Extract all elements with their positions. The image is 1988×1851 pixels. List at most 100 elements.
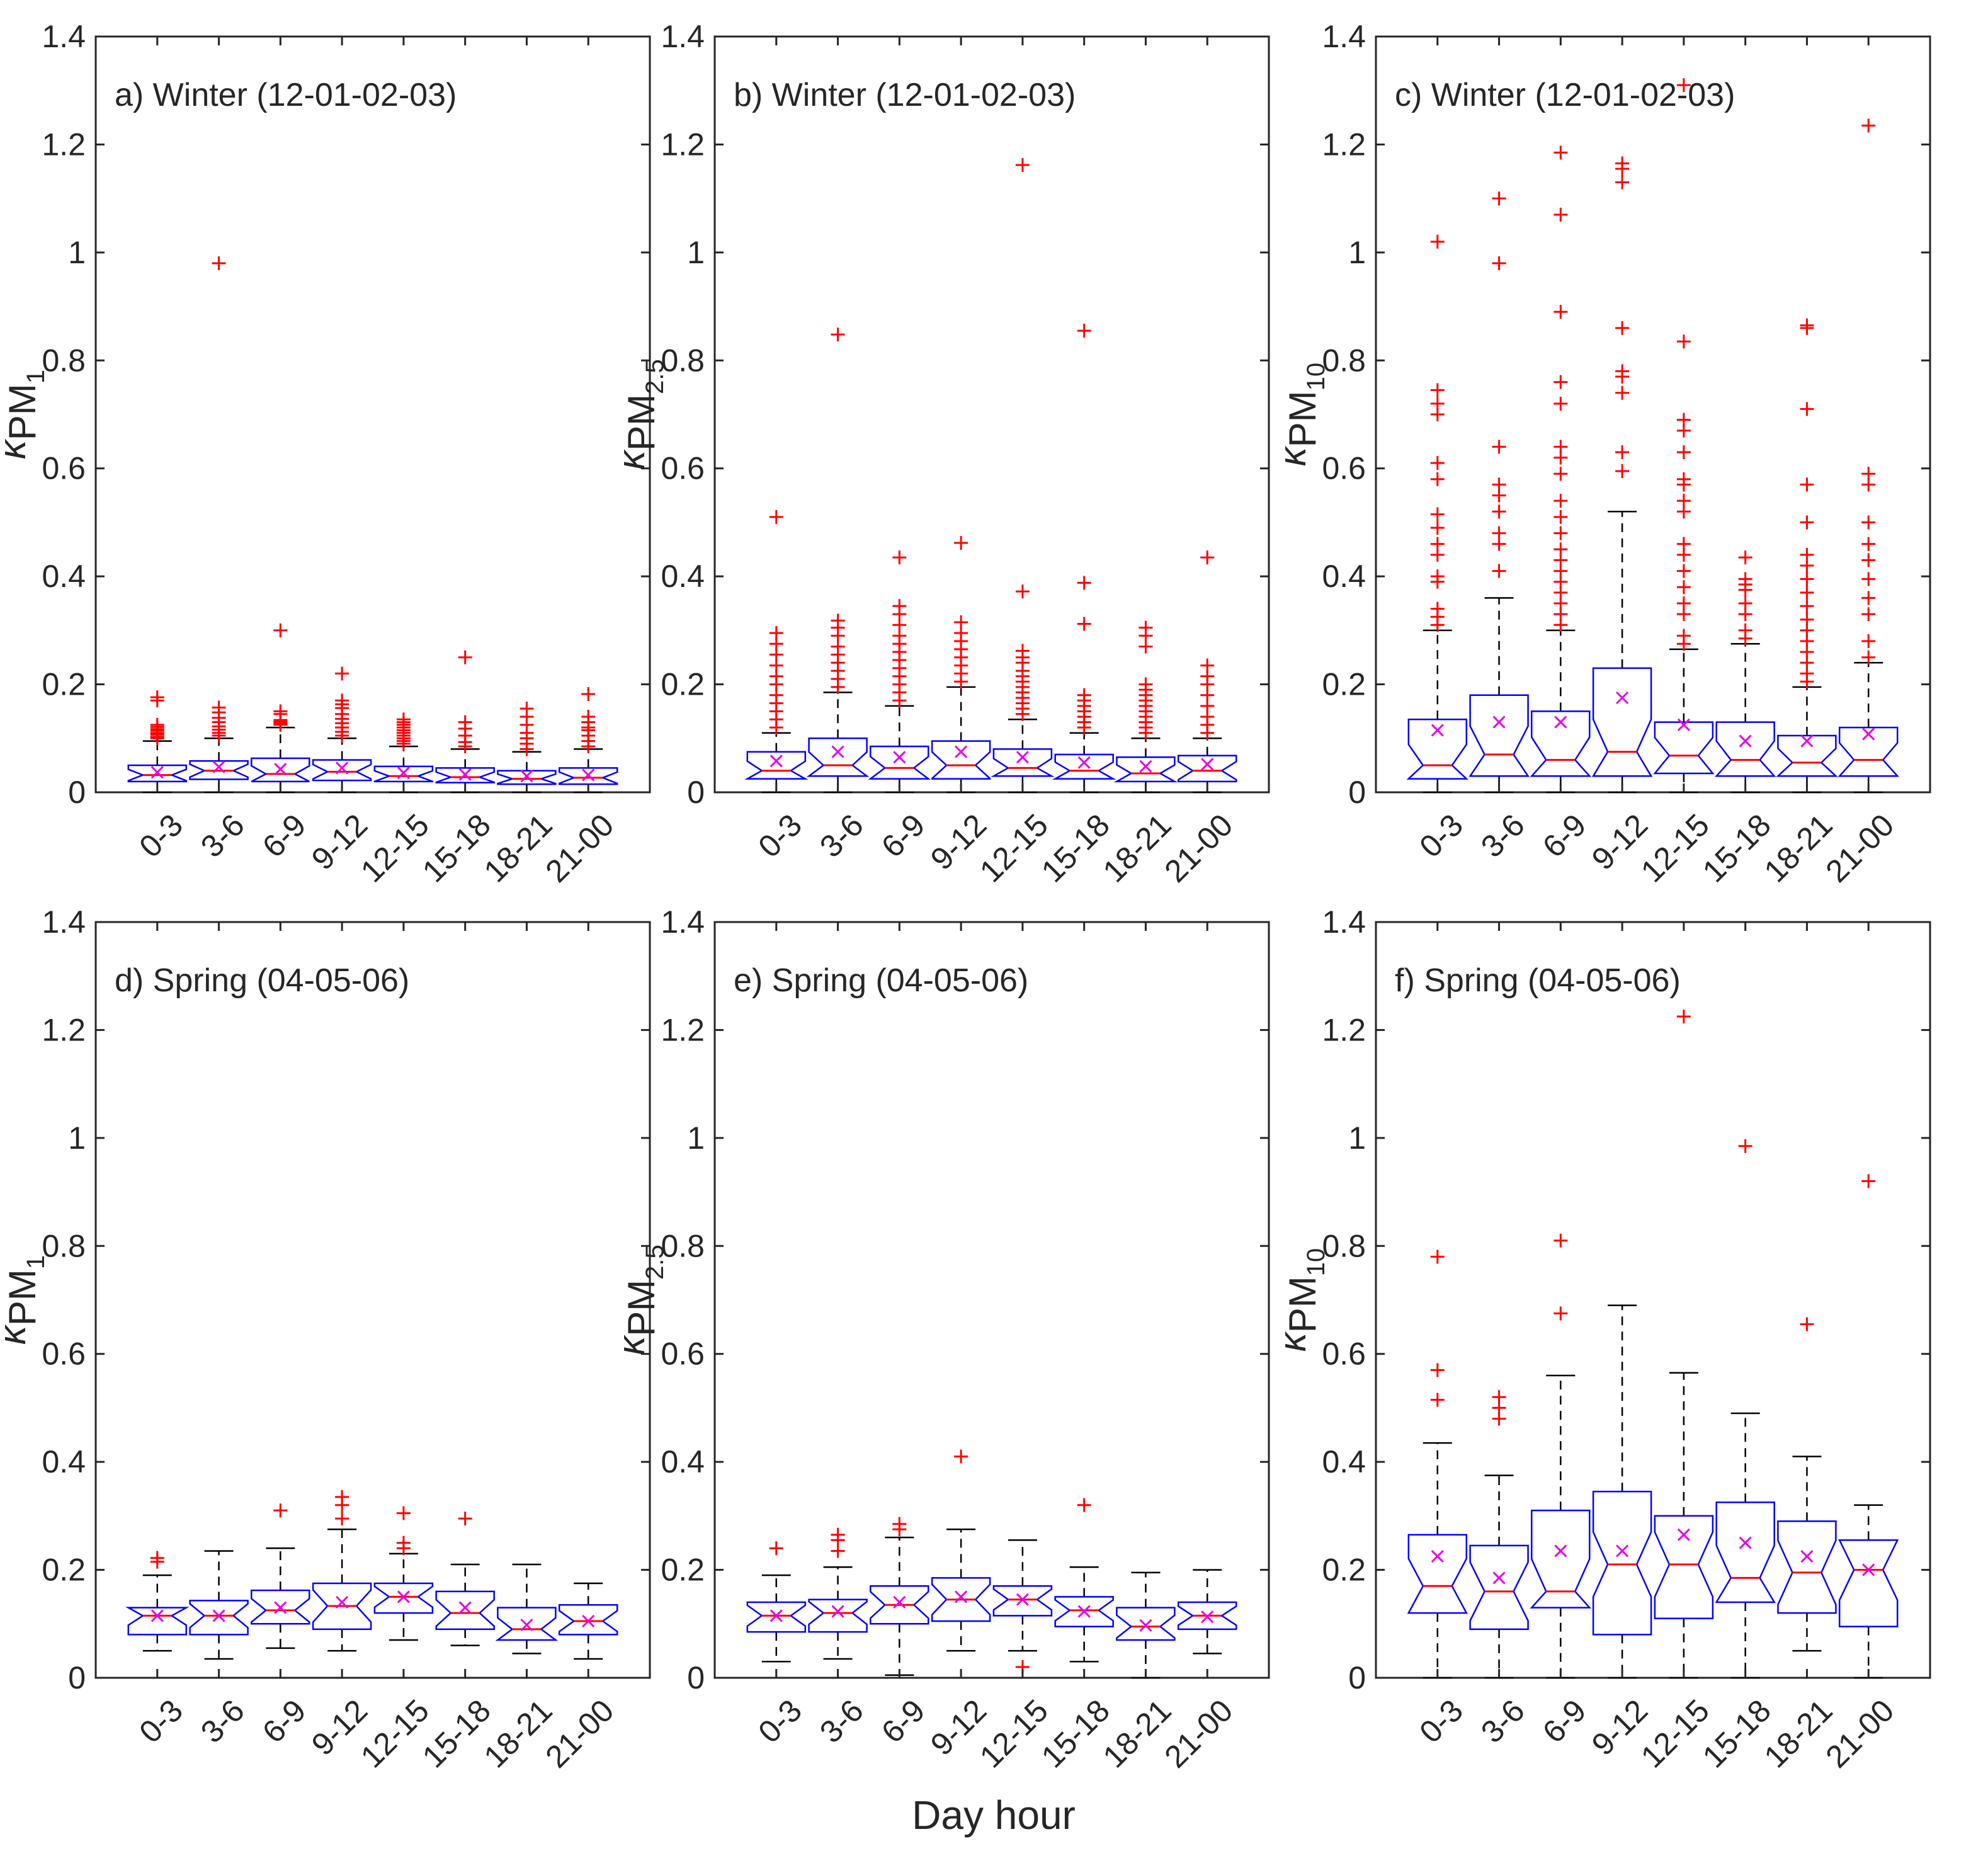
mean-marker-stroke (582, 1614, 595, 1628)
box-3-6 (806, 327, 870, 794)
outlier-marker (769, 1541, 783, 1556)
mean-marker-stroke (1739, 734, 1752, 748)
outlier-marker (458, 1512, 472, 1526)
mean-marker-stroke (1016, 751, 1029, 764)
y-tick-label: 0.8 (1322, 1228, 1366, 1263)
box-body (931, 740, 991, 780)
box-0-3 (744, 510, 809, 794)
outlier-marker (335, 1512, 349, 1526)
box-body (189, 1600, 249, 1636)
box-18-21 (1776, 318, 1838, 794)
box-0-3 (127, 690, 188, 794)
outlier-marker (1676, 494, 1691, 508)
outlier-marker (1800, 612, 1814, 627)
outlier-marker (1615, 364, 1630, 379)
y-tick-label: 1 (687, 235, 705, 270)
outlier-marker (1676, 564, 1691, 578)
mean-marker (582, 1614, 595, 1628)
mean-marker (1862, 727, 1875, 741)
mean-marker (1862, 1563, 1875, 1576)
y-tick-label: 0.2 (661, 1552, 705, 1588)
box-body (806, 738, 870, 777)
y-tick-label: 1.2 (42, 1012, 86, 1047)
outlier-marker (1800, 572, 1814, 586)
box-0-3 (746, 1541, 807, 1663)
panel-title: e) Spring (04-05-06) (734, 962, 1028, 999)
outlier-marker (831, 1527, 845, 1542)
mean-marker-stroke (1862, 727, 1875, 741)
mean-marker (212, 1609, 225, 1622)
plot-frame (94, 921, 651, 1679)
mean-marker (1431, 1550, 1444, 1563)
box-6-9 (251, 623, 310, 794)
y-axis-label: κPM1 (0, 370, 50, 459)
box-15-18 (1054, 1498, 1114, 1663)
box-body (1469, 1544, 1529, 1631)
plot-frame (713, 35, 1270, 794)
y-tick-label: 0.2 (1322, 667, 1366, 702)
outlier-marker (273, 704, 288, 719)
outlier-marker (1492, 477, 1506, 492)
y-label-size: 2.5 (641, 359, 669, 394)
box-body (1052, 753, 1116, 780)
y-tick-label: 1 (1348, 235, 1366, 270)
mean-marker-stroke (1077, 756, 1091, 769)
mean-marker (1554, 1544, 1567, 1558)
y-tick-label: 0.2 (661, 667, 705, 702)
y-tick-label: 1.2 (42, 127, 86, 162)
box-body (1591, 667, 1653, 777)
y-label-kappa: κ (0, 1324, 33, 1345)
y-tick-label: 0 (68, 775, 86, 810)
box-15-18 (435, 650, 495, 794)
outlier-marker (1861, 634, 1876, 648)
box-15-18 (1052, 324, 1116, 794)
mean-marker-stroke (1431, 1550, 1444, 1563)
box-body (1407, 1534, 1468, 1614)
box-body (1838, 1539, 1899, 1627)
mean-marker (582, 768, 595, 782)
y-tick-label: 0.4 (42, 559, 86, 594)
outlier-marker (1139, 620, 1153, 635)
mean-marker-stroke (893, 751, 906, 764)
outlier-marker (892, 599, 907, 613)
outlier-marker (335, 666, 349, 681)
y-tick-label: 0 (1348, 1660, 1366, 1695)
mean-marker-stroke (1139, 1619, 1152, 1632)
outlier-marker (273, 1503, 288, 1518)
box-body (1715, 1501, 1776, 1603)
panel-title: d) Spring (04-05-06) (115, 962, 409, 999)
mean-marker-stroke (1677, 718, 1690, 731)
box-18-21 (1113, 620, 1178, 794)
outlier-marker (1077, 576, 1091, 590)
y-tick-label: 1 (68, 1120, 86, 1156)
outlier-marker (1676, 334, 1691, 349)
box-12-15 (992, 1539, 1053, 1674)
mean-marker (1077, 1605, 1091, 1618)
y-label-kappa: κ (610, 1335, 652, 1355)
box-body (992, 1585, 1053, 1617)
box-body (808, 1598, 868, 1633)
box-body (1406, 719, 1468, 780)
outlier-marker (1077, 688, 1091, 702)
outlier-marker (1676, 445, 1691, 459)
outlier-marker (1676, 580, 1691, 595)
mean-marker-stroke (520, 770, 533, 783)
y-tick-label: 0.8 (661, 343, 705, 378)
outlier-marker (1430, 396, 1445, 411)
outlier-marker (396, 1506, 411, 1520)
mean-marker (1492, 715, 1506, 729)
mean-marker-stroke (397, 766, 410, 780)
mean-marker-stroke (1139, 760, 1152, 773)
mean-marker-stroke (336, 1595, 349, 1609)
outlier-marker (892, 550, 907, 565)
outlier-marker (1676, 629, 1691, 643)
y-label-pm: PM (620, 1280, 662, 1336)
mean-marker-stroke (520, 1618, 533, 1632)
outlier-marker (581, 687, 596, 701)
y-tick-label: 1.4 (661, 19, 705, 54)
box-body (991, 748, 1055, 777)
outlier-marker (1676, 413, 1691, 427)
outlier-marker (1676, 1010, 1691, 1023)
outlier-marker (1553, 375, 1568, 389)
